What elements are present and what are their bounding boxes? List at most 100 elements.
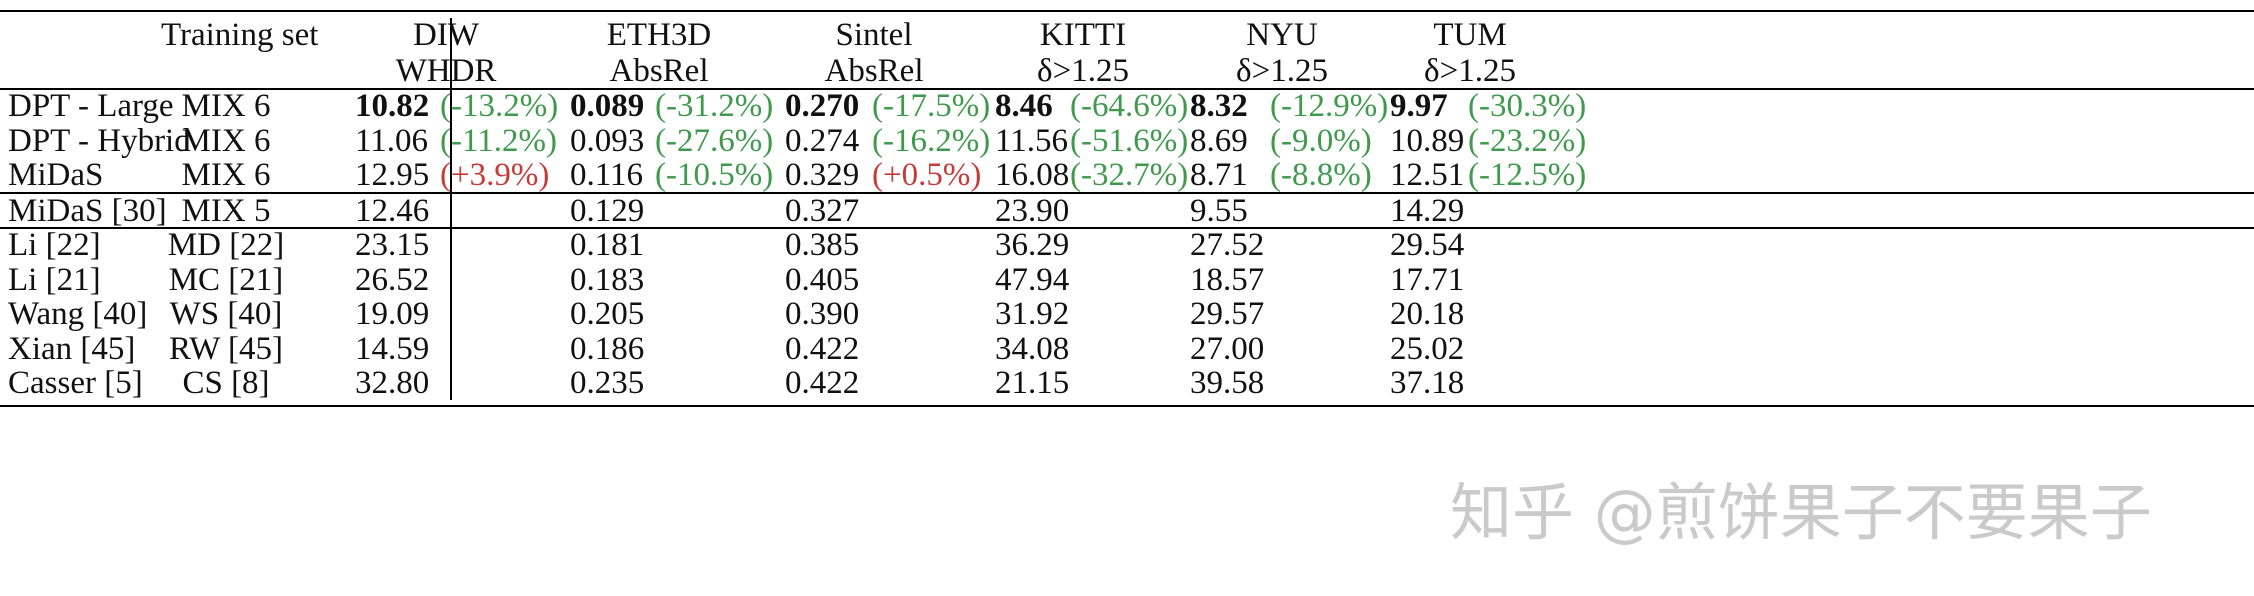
bottom-rule — [0, 405, 2254, 407]
metric-value: 0.181 — [570, 227, 645, 263]
metric-value: 23.15 — [355, 227, 430, 263]
metric-value: 0.327 — [785, 193, 860, 229]
metric-value: 26.52 — [355, 262, 430, 298]
metric-value: 0.205 — [570, 296, 645, 332]
metric-value: 17.71 — [1390, 262, 1465, 298]
metric-value: 0.093 — [570, 123, 645, 159]
training-set: MD [22] — [167, 227, 285, 263]
metric-value: 11.56 — [995, 123, 1069, 159]
metric-value: 0.329 — [785, 157, 860, 193]
metric-value: 0.422 — [785, 331, 860, 367]
column-dataset-nyu: NYU — [1246, 17, 1318, 53]
column-dataset-eth3d: ETH3D — [606, 17, 712, 53]
metric-value: 34.08 — [995, 331, 1070, 367]
method-name: Wang [40] — [8, 296, 148, 332]
column-metric-kitti: δ>1.25 — [1037, 53, 1129, 89]
relative-change: (+3.9%) — [440, 157, 550, 193]
group2-rule — [0, 227, 2254, 229]
metric-value: 0.390 — [785, 296, 860, 332]
metric-value: 47.94 — [995, 262, 1070, 298]
column-metric-nyu: δ>1.25 — [1236, 53, 1328, 89]
method-name: Xian [45] — [8, 331, 136, 367]
metric-value: 39.58 — [1190, 365, 1265, 401]
metric-value: 37.18 — [1390, 365, 1465, 401]
metric-value: 9.55 — [1190, 193, 1248, 229]
metric-value: 0.405 — [785, 262, 860, 298]
relative-change: (-31.2%) — [655, 88, 774, 124]
column-dataset-diw: DIW — [413, 17, 479, 53]
metric-value: 14.29 — [1390, 193, 1465, 229]
metric-value: 12.46 — [355, 193, 430, 229]
relative-change: (-12.9%) — [1270, 88, 1389, 124]
vertical-rule — [450, 18, 452, 400]
metric-value: 27.52 — [1190, 227, 1265, 263]
method-name: Casser [5] — [8, 365, 143, 401]
watermark: 知乎 @煎饼果子不要果子 — [1450, 476, 2152, 549]
metric-value: 0.089 — [570, 88, 645, 124]
method-name: MiDaS — [8, 157, 104, 193]
metric-value: 0.422 — [785, 365, 860, 401]
relative-change: (-11.2%) — [440, 123, 557, 159]
relative-change: (+0.5%) — [872, 157, 982, 193]
relative-change: (-9.0%) — [1270, 123, 1372, 159]
training-set: CS [8] — [182, 365, 270, 401]
relative-change: (-23.2%) — [1468, 123, 1587, 159]
metric-value: 10.82 — [355, 88, 430, 124]
relative-change: (-51.6%) — [1070, 123, 1189, 159]
metric-value: 14.59 — [355, 331, 430, 367]
column-dataset-kitti: KITTI — [1039, 17, 1127, 53]
metric-value: 36.29 — [995, 227, 1070, 263]
training-set: RW [45] — [169, 331, 283, 367]
metric-value: 0.186 — [570, 331, 645, 367]
method-name: MiDaS [30] — [8, 193, 167, 229]
training-set: MIX 6 — [181, 123, 271, 159]
metric-value: 0.235 — [570, 365, 645, 401]
metric-value: 11.06 — [355, 123, 429, 159]
method-name: DPT - Large — [8, 88, 174, 124]
metric-value: 18.57 — [1190, 262, 1265, 298]
metric-value: 32.80 — [355, 365, 430, 401]
column-dataset-sintel: Sintel — [835, 17, 913, 53]
relative-change: (-8.8%) — [1270, 157, 1372, 193]
metric-value: 12.51 — [1390, 157, 1465, 193]
training-set: WS [40] — [169, 296, 283, 332]
metric-value: 0.183 — [570, 262, 645, 298]
relative-change: (-32.7%) — [1070, 157, 1189, 193]
method-name: Li [21] — [8, 262, 101, 298]
top-rule — [0, 10, 2254, 12]
metric-value: 12.95 — [355, 157, 430, 193]
relative-change: (-30.3%) — [1468, 88, 1587, 124]
column-metric-eth3d: AbsRel — [609, 53, 709, 89]
metric-value: 8.71 — [1190, 157, 1248, 193]
metric-value: 31.92 — [995, 296, 1070, 332]
metric-value: 25.02 — [1390, 331, 1465, 367]
column-dataset-tum: TUM — [1433, 17, 1507, 53]
column-metric-sintel: AbsRel — [824, 53, 924, 89]
relative-change: (-27.6%) — [655, 123, 774, 159]
metric-value: 16.08 — [995, 157, 1070, 193]
relative-change: (-64.6%) — [1070, 88, 1189, 124]
column-metric-diw: WHDR — [395, 53, 497, 89]
metric-value: 9.97 — [1390, 88, 1448, 124]
metric-value: 29.54 — [1390, 227, 1465, 263]
metric-value: 0.385 — [785, 227, 860, 263]
metric-value: 29.57 — [1190, 296, 1265, 332]
metric-value: 21.15 — [995, 365, 1070, 401]
column-metric-tum: δ>1.25 — [1424, 53, 1516, 89]
relative-change: (-12.5%) — [1468, 157, 1587, 193]
metric-value: 8.46 — [995, 88, 1053, 124]
method-name: DPT - Hybrid — [8, 123, 191, 159]
header-rule — [0, 88, 2254, 90]
training-set: MC [21] — [168, 262, 284, 298]
metric-value: 0.274 — [785, 123, 860, 159]
training-set: MIX 6 — [181, 157, 271, 193]
metric-value: 10.89 — [1390, 123, 1465, 159]
group1-rule — [0, 192, 2254, 194]
relative-change: (-16.2%) — [872, 123, 991, 159]
relative-change: (-17.5%) — [872, 88, 991, 124]
metric-value: 27.00 — [1190, 331, 1265, 367]
metric-value: 0.270 — [785, 88, 860, 124]
relative-change: (-10.5%) — [655, 157, 774, 193]
training-set: MIX 6 — [181, 88, 271, 124]
method-name: Li [22] — [8, 227, 101, 263]
